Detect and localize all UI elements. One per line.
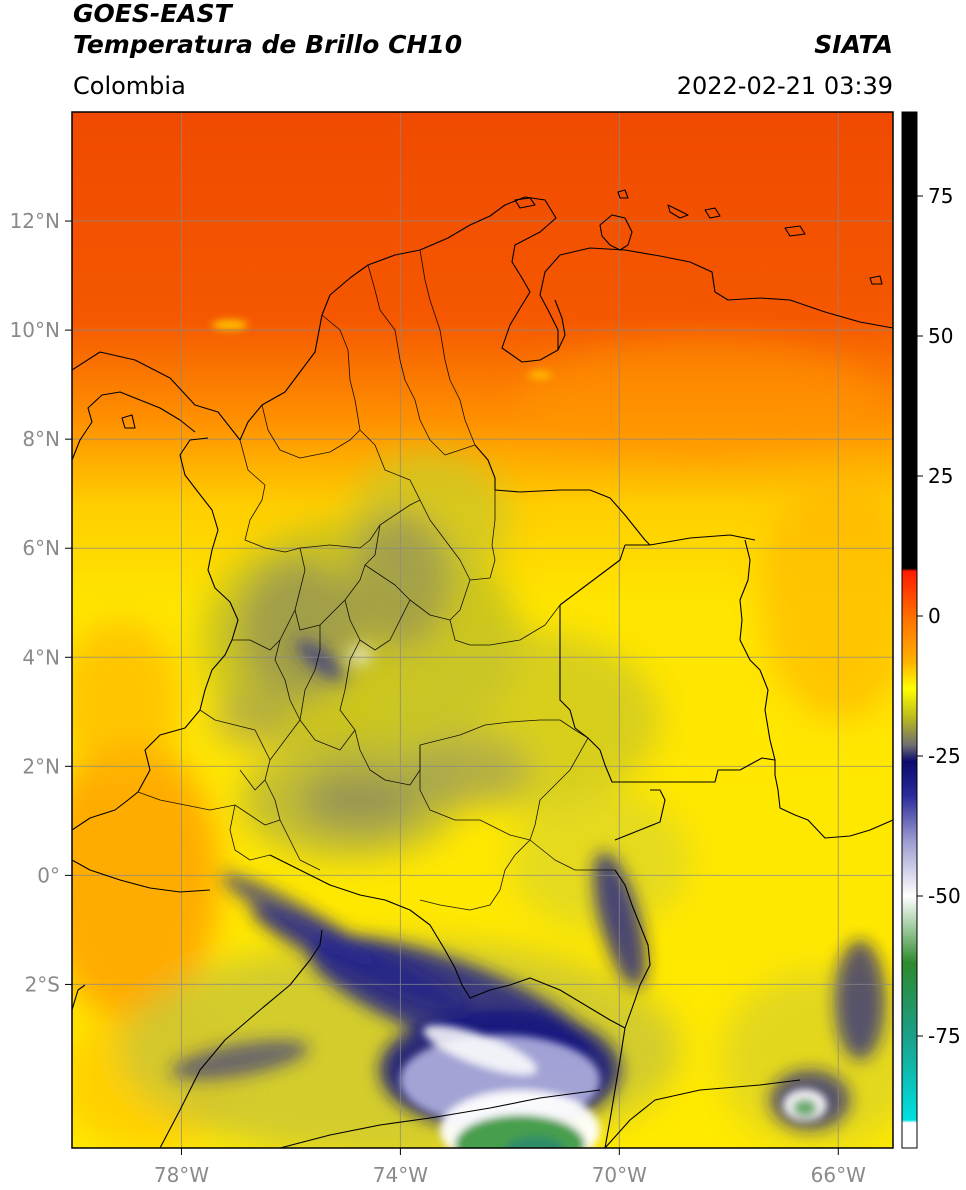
lon-tick-label: 70°W bbox=[592, 1163, 647, 1187]
lat-tick-label: 0° bbox=[37, 863, 60, 887]
colorbar-tick-label: 0 bbox=[928, 604, 941, 628]
product-title: Temperatura de Brillo CH10 bbox=[73, 30, 463, 59]
lon-tick-label: 78°W bbox=[154, 1163, 209, 1187]
lat-tick-label: 8°N bbox=[22, 427, 60, 451]
axis-ticks: 78°W 74°W 70°W 66°W 12°N 10°N 8°N 6°N 4°N 2°N 0° 2°… bbox=[10, 209, 867, 1187]
colorbar-tick-label: 50 bbox=[928, 324, 953, 348]
lon-tick-label: 74°W bbox=[373, 1163, 428, 1187]
lat-tick-label: 12°N bbox=[10, 209, 60, 233]
colorbar-tick-label: 75 bbox=[928, 184, 953, 208]
colorbar: 75 50 25 0 -25 -50 -75 bbox=[901, 111, 961, 1149]
org-label: SIATA bbox=[814, 30, 893, 59]
map-frame bbox=[71, 111, 894, 1149]
lat-tick-label: 10°N bbox=[10, 318, 60, 342]
lat-tick-label: 6°N bbox=[22, 536, 60, 560]
lat-tick-label: 2°N bbox=[22, 754, 60, 778]
colorbar-tick-label: 25 bbox=[928, 464, 953, 488]
department-borders bbox=[137, 249, 615, 911]
lat-tick-label: 2°S bbox=[25, 972, 60, 996]
colorbar-tick-label: -75 bbox=[928, 1024, 961, 1048]
satellite-image bbox=[72, 112, 893, 1148]
country-borders bbox=[72, 189, 893, 1148]
colorbar-tick-label: -50 bbox=[928, 884, 961, 908]
satellite-title: GOES-EAST bbox=[73, 0, 232, 28]
colorbar-scale bbox=[901, 111, 918, 1149]
region-label: Colombia bbox=[73, 72, 186, 100]
timestamp-label: 2022-02-21 03:39 bbox=[676, 72, 893, 100]
grid-lines bbox=[72, 112, 893, 1148]
lon-tick-label: 66°W bbox=[811, 1163, 866, 1187]
lat-tick-label: 4°N bbox=[22, 645, 60, 669]
colorbar-tick-label: -25 bbox=[928, 744, 961, 768]
